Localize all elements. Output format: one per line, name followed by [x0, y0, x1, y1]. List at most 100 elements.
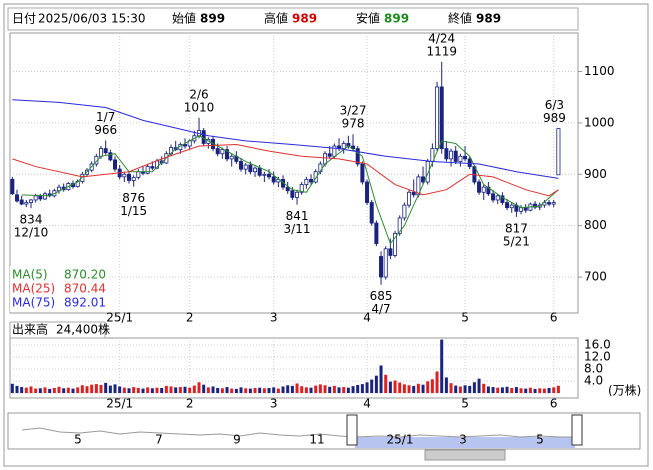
candle-body	[248, 164, 253, 173]
volume-bar	[239, 387, 243, 394]
annotation-value: 685	[370, 289, 393, 303]
candle-body	[519, 207, 524, 212]
candle-body	[351, 145, 356, 149]
candle-body	[486, 186, 491, 195]
x-tick-label: 6	[550, 397, 558, 411]
volume-bar	[538, 388, 542, 394]
navigator-left-handle[interactable]	[346, 414, 358, 446]
ma-line	[21, 135, 559, 245]
volume-bar	[258, 387, 262, 394]
volume-bar	[276, 388, 280, 394]
annotation-date: 4/24	[428, 31, 455, 45]
candle-body	[299, 184, 304, 193]
y-tick-label: 4.0	[584, 374, 603, 388]
candle-body	[523, 207, 528, 211]
candle-body	[547, 202, 552, 205]
volume-bar	[370, 379, 374, 394]
navigator-line	[21, 427, 575, 438]
navigator-right-handle[interactable]	[571, 414, 583, 446]
volume-bar	[440, 339, 444, 394]
candle-body	[201, 130, 206, 144]
candle-body	[43, 193, 48, 200]
volume-bar	[10, 383, 14, 394]
volume-bar	[384, 374, 388, 394]
candle-body	[556, 128, 561, 176]
volume-bar	[211, 386, 215, 394]
volume-bar	[388, 381, 392, 394]
annotation-value: 989	[543, 111, 566, 125]
volume-bar	[356, 384, 360, 394]
volume-bar	[454, 385, 458, 394]
candle-body	[453, 150, 458, 162]
volume-bar	[514, 387, 518, 394]
volume-bar	[314, 385, 318, 394]
volume-bar	[118, 386, 122, 394]
annotation-date: 4/7	[371, 302, 390, 316]
volume-bar	[528, 387, 532, 394]
volume-bar	[360, 384, 364, 394]
volume-bar	[304, 387, 308, 394]
volume-bar	[29, 386, 33, 394]
volume-bar	[146, 387, 150, 394]
volume-bar	[262, 388, 266, 394]
volume-bar	[150, 388, 154, 394]
navigator-label: 7	[155, 433, 163, 447]
volume-bar	[76, 387, 80, 394]
navigator-window	[355, 437, 575, 448]
volume-bar	[468, 385, 472, 394]
volume-bar	[556, 385, 560, 394]
volume-bar	[346, 387, 350, 394]
candle-body	[425, 161, 430, 183]
volume-bar	[122, 387, 126, 394]
candle-body	[183, 144, 188, 147]
volume-bar	[192, 385, 196, 394]
volume-bar	[505, 386, 509, 394]
volume-bar	[136, 387, 140, 394]
volume-bar	[323, 385, 327, 394]
candle-body	[103, 148, 108, 154]
volume-bar	[328, 386, 332, 394]
candle-body	[341, 143, 346, 149]
candle-body	[295, 191, 300, 198]
volume-bar	[412, 385, 416, 394]
price-label: 安値	[356, 11, 380, 26]
candle-body	[220, 149, 225, 155]
x-tick-label: 25/1	[106, 397, 133, 411]
candle-body	[439, 86, 444, 149]
navigator-label: 5	[536, 433, 544, 447]
candle-body	[271, 176, 276, 183]
volume-bar	[435, 371, 439, 394]
navigator-label: 5	[74, 433, 82, 447]
volume-bar	[66, 387, 70, 394]
annotation-value: 1010	[184, 100, 215, 114]
price-label: 始値	[172, 11, 196, 26]
candle-body	[225, 149, 230, 160]
volume-bar	[290, 385, 294, 394]
y-tick-label: 12.0	[584, 350, 611, 364]
volume-bar	[281, 386, 285, 394]
annotation-date: 12/10	[14, 226, 49, 240]
candle-body	[509, 204, 514, 209]
x-tick-label: 4	[363, 397, 371, 411]
x-tick-label: 3	[270, 397, 278, 411]
volume-bar	[472, 382, 476, 394]
legend-value: 870.44	[64, 282, 106, 296]
volume-bar	[309, 387, 313, 394]
price-label: 高値	[264, 11, 288, 26]
x-tick-label: 3	[270, 311, 278, 325]
volume-bar	[216, 387, 220, 394]
x-tick-label: 2	[186, 397, 194, 411]
volume-bar	[174, 387, 178, 394]
volume-bar	[421, 384, 425, 394]
candle-body	[402, 204, 407, 219]
volume-bar	[496, 387, 500, 394]
volume-bar	[519, 388, 523, 394]
scrollbar-thumb[interactable]	[424, 449, 506, 461]
candle-body	[481, 186, 486, 193]
volume-bar	[113, 384, 117, 394]
candle-body	[435, 86, 440, 149]
annotation-date: 5/21	[503, 234, 530, 248]
volume-bar	[542, 388, 546, 394]
annotation-value: 834	[20, 213, 43, 227]
candle-body	[313, 171, 318, 183]
